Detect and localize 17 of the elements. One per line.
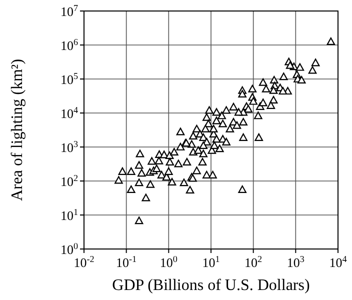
x-tick-label: 10$^{-2}$ [74,254,95,270]
y-tick-label: 10$^{2}$ [60,173,78,189]
y-tick-label: 10$^{6}$ [60,37,78,53]
y-axis-title: Area of lighting (km²) [9,58,26,202]
x-tick-label: 10$^{3}$ [286,254,305,270]
y-tick-label: 10$^{7}$ [60,3,78,19]
y-tick-label: 10$^{4}$ [60,105,78,121]
x-tick-label: 10$^{-1}$ [116,254,137,270]
x-tick-label: 10$^{0}$ [160,254,178,270]
y-tick-label: 10$^{0}$ [60,241,78,257]
x-tick-label: 10$^{2}$ [244,254,263,270]
x-axis-title: GDP (Billions of U.S. Dollars) [112,277,310,294]
y-tick-label: 10$^{5}$ [60,71,78,87]
y-tick-label: 10$^{1}$ [60,207,78,223]
y-tick-label: 10$^{3}$ [60,139,78,155]
x-tick-label: 10$^{4}$ [329,254,348,270]
x-tick-label: 10$^{1}$ [202,254,220,270]
